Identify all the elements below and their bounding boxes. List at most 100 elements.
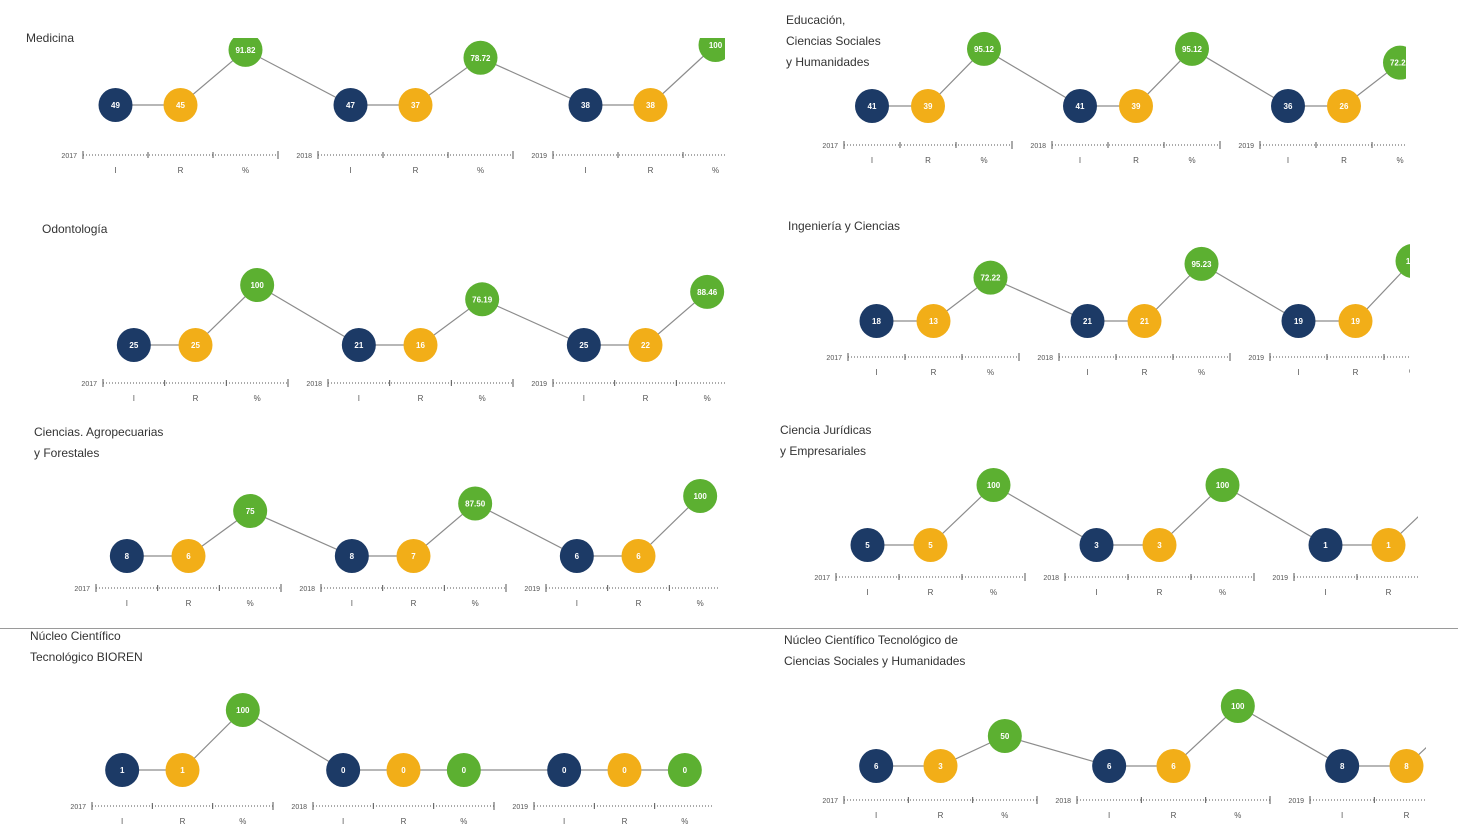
tick-label: % [242,166,249,175]
year-label: 2019 [512,804,528,811]
tick-label: R [180,817,186,826]
inscritos-point [547,753,582,787]
year-label: 2017 [70,804,86,811]
data-label: 72.22 [980,274,1001,283]
data-label: 1 [120,766,125,775]
chart-svg: 2017 I R% 2018 I R% 2019 I R% 18 13 72.22 21 21 95.23 1… [826,244,1410,377]
data-label: 22 [641,341,650,350]
chart-title: Ciencias. Agropecuarias y Forestales [34,425,164,460]
chart-title: Ciencia Jurídicas y Empresariales [780,423,872,458]
inscritos-point [1070,304,1105,338]
section-divider [0,628,1458,629]
retenidos-point [165,753,200,787]
tick-label: R [648,166,654,175]
year-label: 2019 [1288,798,1304,805]
data-label: 8 [125,552,130,561]
percent-point [683,479,718,513]
data-label: 100 [1231,702,1245,711]
tick-label: R [931,368,937,377]
year-label: 2018 [1030,143,1046,150]
tick-label: I [1086,368,1088,377]
tick-label: R [401,817,407,826]
inscritos-point [1063,89,1097,123]
retenidos-point [923,749,958,783]
data-label: 91.82 [235,46,256,55]
tick-label: I [875,811,877,820]
data-label: 1 [1386,541,1391,550]
tick-label: I [1108,811,1110,820]
tick-label: % [987,368,994,377]
percent-point [1205,468,1240,502]
data-label: 75 [246,507,255,516]
data-label: 6 [1107,762,1112,771]
data-label: 0 [683,766,688,775]
year-label: 2018 [296,153,312,160]
inscritos-point [98,88,133,122]
data-label: 3 [1094,541,1099,550]
inscritos-point [1281,304,1316,338]
retenidos-point [913,528,948,562]
chart-title: Educación, Ciencias Sociales y Humanidad… [786,13,881,69]
inscritos-point [859,749,894,783]
tick-label: I [584,166,586,175]
data-label: 41 [868,102,877,111]
retenidos-point [1156,749,1191,783]
percent-point [1175,31,1209,66]
inscritos-point [1308,528,1343,562]
data-label: 0 [401,766,406,775]
inscritos-point [109,539,144,573]
data-label: 50 [1000,732,1009,741]
inscritos-point [326,753,361,787]
tick-label: I [1341,811,1343,820]
year-label: 2018 [1043,575,1059,582]
tick-label: % [1409,368,1410,377]
tick-label: R [1157,588,1163,597]
data-label: 25 [191,341,200,350]
year-label: 2018 [1055,798,1071,805]
tick-label: % [239,817,246,826]
inscritos-point [559,539,594,573]
tick-label: % [712,166,719,175]
inscritos-point [850,528,885,562]
retenidos-point [398,88,433,122]
tick-label: I [871,156,873,165]
year-label: 2017 [61,153,77,160]
tick-label: I [576,599,578,608]
data-label: 0 [462,766,467,775]
tick-label: I [875,368,877,377]
data-label: 3 [1157,541,1162,550]
data-label: 36 [1284,102,1293,111]
data-label: 100 [693,492,707,501]
tick-label: R [186,599,192,608]
data-label: 47 [346,101,355,110]
data-label: 39 [924,102,933,111]
retenidos-point [1119,89,1153,123]
data-label: 41 [1076,102,1085,111]
retenidos-point [163,88,198,122]
tick-label: % [1188,156,1195,165]
data-label: 39 [1132,102,1141,111]
tick-label: R [193,394,199,403]
data-label: 1 [180,766,185,775]
percent-point [233,494,268,528]
year-label: 2017 [814,575,830,582]
retenidos-point [386,753,421,787]
chart-title: Medicina [26,31,75,45]
tick-label: R [636,599,642,608]
data-label: 100 [1406,257,1410,266]
data-label: 21 [354,341,363,350]
year-label: 2018 [306,381,322,388]
tick-label: I [358,394,360,403]
tick-label: R [1404,811,1410,820]
tick-label: R [418,394,424,403]
tick-label: R [1142,368,1148,377]
data-label: 5 [865,541,870,550]
tick-label: R [178,166,184,175]
percent-point [1383,45,1406,80]
percent-point [446,753,481,787]
tick-label: % [460,817,467,826]
tick-label: % [1198,368,1205,377]
tick-label: % [681,817,688,826]
